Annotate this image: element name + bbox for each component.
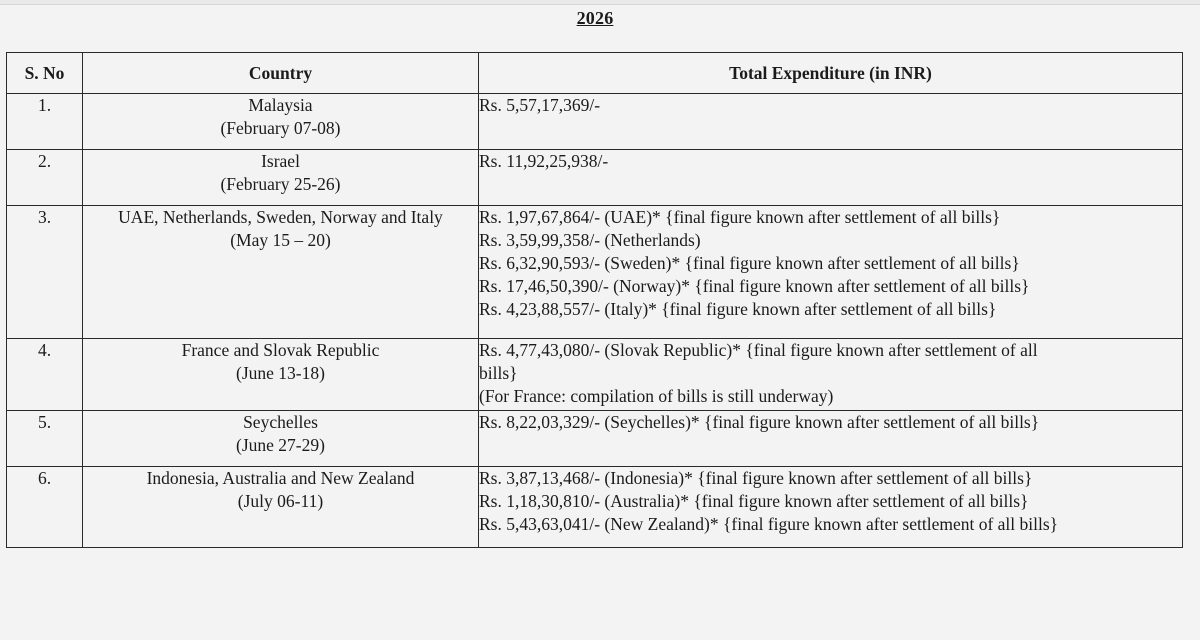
row-sno: 2. (6, 149, 83, 206)
row-country-cell: Seychelles (June 27-29) (82, 410, 479, 467)
expenditure-line: Rs. 1,97,67,864/- (UAE)* {final figure k… (479, 207, 1001, 227)
visit-dates: (June 13-18) (236, 363, 325, 383)
year-heading: 2026 (576, 8, 614, 28)
table-row: 3. UAE, Netherlands, Sweden, Norway and … (6, 205, 1183, 339)
table-row: 5. Seychelles (June 27-29) Rs. 8,22,03,3… (6, 410, 1183, 467)
expenditure-table: S. No Country Total Expenditure (in INR)… (6, 52, 1183, 548)
expenditure-line: Rs. 1,18,30,810/- (Australia)* {final fi… (479, 491, 1029, 511)
country-name: Indonesia, Australia and New Zealand (146, 468, 415, 488)
visit-dates: (February 07-08) (220, 118, 341, 138)
row-expenditure-cell: Rs. 5,57,17,369/- (478, 93, 1183, 150)
expenditure-line: Rs. 6,32,90,593/- (Sweden)* {final figur… (479, 253, 1020, 273)
row-sno: 6. (6, 466, 83, 548)
country-name: UAE, Netherlands, Sweden, Norway and Ita… (118, 207, 443, 227)
expenditure-line: Rs. 4,23,88,557/- (Italy)* {final figure… (479, 299, 997, 319)
expenditure-line: Rs. 3,59,99,358/- (Netherlands) (479, 230, 701, 250)
visit-dates: (February 25-26) (220, 174, 341, 194)
expenditure-line: Rs. 4,77,43,080/- (Slovak Republic)* {fi… (479, 340, 1038, 360)
expenditure-line: Rs. 8,22,03,329/- (Seychelles)* {final f… (479, 412, 1040, 432)
row-country-cell: France and Slovak Republic (June 13-18) (82, 338, 479, 411)
row-country-cell: Indonesia, Australia and New Zealand (Ju… (82, 466, 479, 548)
row-expenditure-cell: Rs. 4,77,43,080/- (Slovak Republic)* {fi… (478, 338, 1183, 411)
table-row: 4. France and Slovak Republic (June 13-1… (6, 338, 1183, 411)
expenditure-line: (For France: compilation of bills is sti… (479, 386, 834, 406)
row-expenditure-cell: Rs. 11,92,25,938/- (478, 149, 1183, 206)
row-country-cell: UAE, Netherlands, Sweden, Norway and Ita… (82, 205, 479, 339)
row-sno: 3. (6, 205, 83, 339)
expenditure-line: Rs. 11,92,25,938/- (479, 151, 609, 171)
row-expenditure-cell: Rs. 1,97,67,864/- (UAE)* {final figure k… (478, 205, 1183, 339)
row-sno: 5. (6, 410, 83, 467)
country-name: Israel (261, 151, 300, 171)
table-header-row: S. No Country Total Expenditure (in INR) (6, 52, 1183, 94)
header-country: Country (82, 52, 479, 94)
expenditure-line: bills} (479, 363, 518, 383)
top-divider (0, 0, 1200, 5)
visit-dates: (July 06-11) (237, 491, 324, 511)
expenditure-line: Rs. 5,57,17,369/- (479, 95, 601, 115)
country-name: Seychelles (243, 412, 318, 432)
row-expenditure-cell: Rs. 3,87,13,468/- (Indonesia)* {final fi… (478, 466, 1183, 548)
header-expenditure: Total Expenditure (in INR) (478, 52, 1183, 94)
header-sno: S. No (6, 52, 83, 94)
row-sno: 4. (6, 338, 83, 411)
visit-dates: (May 15 – 20) (230, 230, 331, 250)
table-row: 2. Israel (February 25-26) Rs. 11,92,25,… (6, 149, 1183, 206)
table-row: 6. Indonesia, Australia and New Zealand … (6, 466, 1183, 548)
row-country-cell: Israel (February 25-26) (82, 149, 479, 206)
country-name: Malaysia (248, 95, 313, 115)
country-name: France and Slovak Republic (181, 340, 380, 360)
expenditure-line: Rs. 5,43,63,041/- (New Zealand)* {final … (479, 514, 1059, 534)
expenditure-line: Rs. 17,46,50,390/- (Norway)* {final figu… (479, 276, 1030, 296)
row-country-cell: Malaysia (February 07-08) (82, 93, 479, 150)
row-expenditure-cell: Rs. 8,22,03,329/- (Seychelles)* {final f… (478, 410, 1183, 467)
visit-dates: (June 27-29) (236, 435, 325, 455)
expenditure-line: Rs. 3,87,13,468/- (Indonesia)* {final fi… (479, 468, 1033, 488)
table-row: 1. Malaysia (February 07-08) Rs. 5,57,17… (6, 93, 1183, 150)
row-sno: 1. (6, 93, 83, 150)
